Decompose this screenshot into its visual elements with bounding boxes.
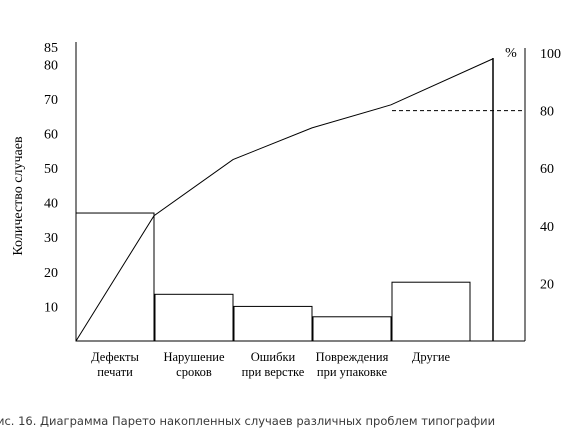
bar-2 [154,293,234,342]
category-label-3: Ошибки при верстке [242,350,305,379]
bar-5 [391,281,471,342]
y2-tick-label-40: 40 [540,220,554,235]
cumulative-layer [75,58,525,342]
y-tick-label-40: 40 [44,197,58,212]
category-label-4: Повреждения при упаковке [316,350,389,379]
y-tick-label-80: 80 [44,58,58,73]
figure-caption: ис. 16. Диаграмма Парето накопленных слу… [0,414,496,428]
category-label-5: Другие [412,350,451,364]
category-label-1: Дефекты печати [91,350,139,379]
bars-layer [75,212,471,342]
y2-tick-label-100: 100 [540,47,561,62]
y2-tick-label-80: 80 [540,105,554,120]
category-label-2: Нарушение сроков [163,350,224,379]
y-tick-label-70: 70 [44,93,58,108]
y2-tick-label-60: 60 [540,162,554,177]
bar-4 [312,316,392,342]
y2-tick-label-20: 20 [540,277,554,292]
y-tick-label-50: 50 [44,162,58,177]
y-tick-label-60: 60 [44,127,58,142]
y-tick-label-20: 20 [44,266,58,281]
bar-3 [233,305,313,342]
y-axis-title: Количество случаев [11,136,26,256]
y-tick-label-10: 10 [44,300,58,315]
cumulative-line [75,58,494,342]
labels-layer: 10 20 30 40 50 60 70 80 85 20 40 60 80 100% Количество… [11,41,561,379]
y2-axis-label: % [505,46,517,61]
y-tick-label-85: 85 [44,41,58,56]
y-tick-label-30: 30 [44,231,58,246]
axes-layer [75,42,526,342]
